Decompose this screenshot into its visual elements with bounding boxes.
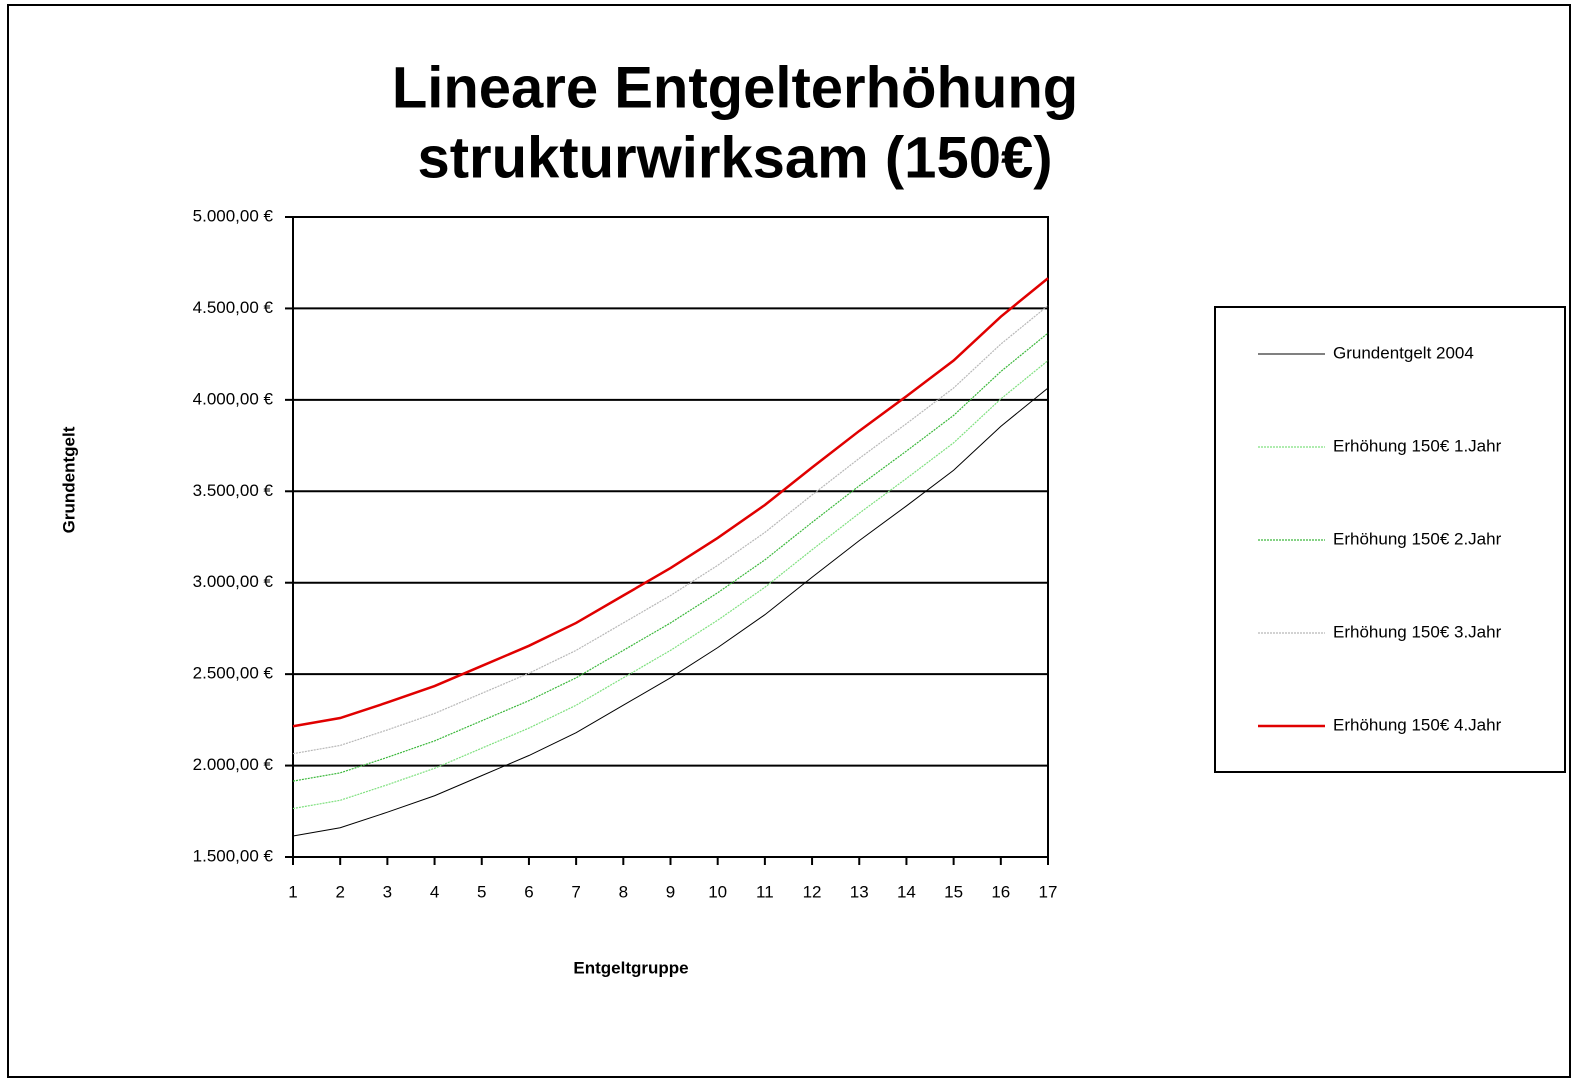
x-tick-label: 12 bbox=[803, 882, 822, 901]
x-tick-label: 10 bbox=[708, 882, 727, 901]
x-axis-label: Entgeltgruppe bbox=[573, 958, 688, 977]
x-tick-label: 13 bbox=[850, 882, 869, 901]
x-tick-label: 14 bbox=[897, 882, 916, 901]
series-line bbox=[292, 360, 1049, 810]
y-tick-label: 2.500,00 € bbox=[193, 664, 274, 683]
legend-label: Erhöhung 150€ 3.Jahr bbox=[1333, 622, 1502, 641]
chart-title: Lineare Entgelterhöhung bbox=[392, 55, 1078, 120]
legend-label: Erhöhung 150€ 2.Jahr bbox=[1333, 529, 1502, 548]
x-tick-label: 16 bbox=[991, 882, 1010, 901]
series-line bbox=[292, 387, 1049, 837]
y-tick-label: 3.000,00 € bbox=[193, 572, 274, 591]
x-tick-label: 8 bbox=[619, 882, 628, 901]
x-tick-label: 7 bbox=[571, 882, 580, 901]
y-tick-label: 5.000,00 € bbox=[193, 206, 274, 225]
legend-label: Grundentgelt 2004 bbox=[1333, 343, 1474, 362]
x-tick-label: 11 bbox=[756, 882, 774, 901]
y-tick-label: 4.000,00 € bbox=[193, 389, 274, 408]
x-tick-label: 6 bbox=[524, 882, 533, 901]
chart-title: strukturwirksam (150€) bbox=[417, 125, 1052, 190]
x-tick-label: 5 bbox=[477, 882, 486, 901]
y-axis-label: Grundentgelt bbox=[59, 426, 78, 533]
x-tick-label: 2 bbox=[335, 882, 344, 901]
y-tick-label: 3.500,00 € bbox=[193, 481, 274, 500]
series-line bbox=[292, 277, 1049, 728]
x-tick-label: 15 bbox=[944, 882, 963, 901]
legend-label: Erhöhung 150€ 1.Jahr bbox=[1333, 436, 1502, 455]
y-tick-label: 4.500,00 € bbox=[193, 298, 274, 317]
series-line bbox=[292, 332, 1049, 782]
y-tick-label: 2.000,00 € bbox=[193, 755, 274, 774]
x-tick-label: 4 bbox=[430, 882, 439, 901]
y-tick-label: 1.500,00 € bbox=[193, 846, 274, 865]
x-tick-label: 9 bbox=[666, 882, 675, 901]
x-tick-label: 3 bbox=[383, 882, 392, 901]
series-line bbox=[292, 305, 1049, 755]
plot-area bbox=[292, 216, 1049, 858]
x-tick-label: 17 bbox=[1039, 882, 1058, 901]
x-tick-label: 1 bbox=[288, 882, 297, 901]
legend-label: Erhöhung 150€ 4.Jahr bbox=[1333, 715, 1502, 734]
